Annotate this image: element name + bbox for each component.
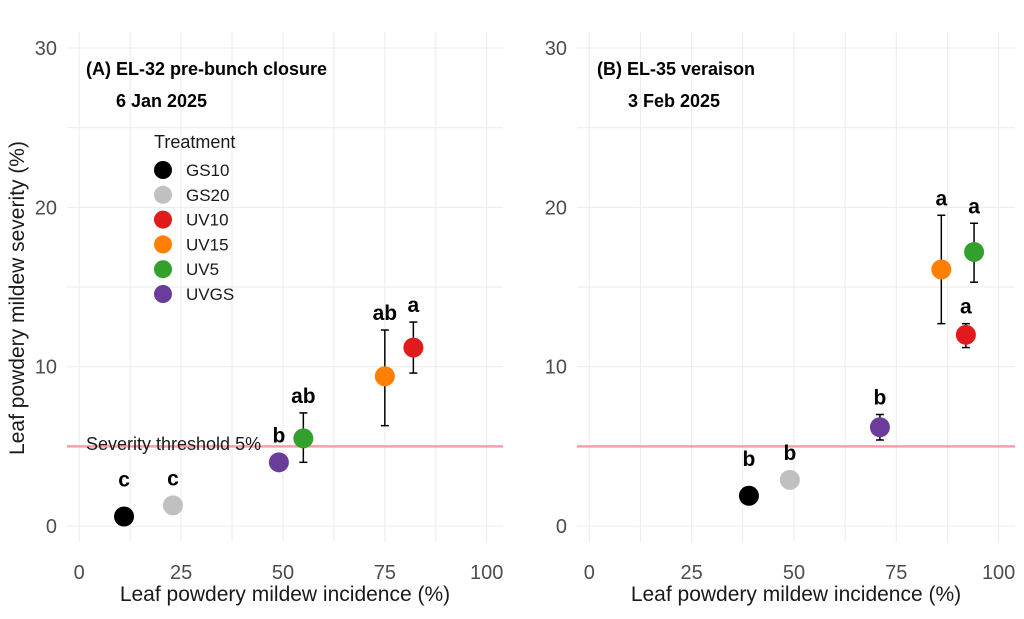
legend-marker-uvgs xyxy=(154,285,172,303)
legend-marker-gs20 xyxy=(154,185,172,204)
panel-b-uv15-significance-label: a xyxy=(935,187,947,210)
panel-b-uvgs-point xyxy=(869,417,890,438)
panel-b-uv5-significance-label: a xyxy=(968,195,980,218)
panel-a-gs10-significance-label: c xyxy=(118,469,130,492)
panel-a-x-tick-label: 25 xyxy=(170,562,192,584)
panel-a-x-tick-label: 50 xyxy=(272,562,294,584)
panel-a-uvgs-significance-label: b xyxy=(272,424,285,447)
panel-b-uv5-point xyxy=(964,241,985,262)
legend-marker-gs10 xyxy=(154,161,172,179)
panel-a-uv10-point xyxy=(403,337,424,358)
titles-layer: (A) EL-32 pre-bunch closure 6 Jan 2025 (B)… xyxy=(86,59,755,111)
legend-label-uv10: UV10 xyxy=(186,211,229,230)
panel-b-y-tick-label: 20 xyxy=(545,197,567,219)
panel-b-x-tick-label: 0 xyxy=(584,562,595,584)
panel-b-y-tick-label: 30 xyxy=(545,38,567,60)
panel-a-uv5-point xyxy=(293,428,314,449)
panel-b-uv10-point xyxy=(955,324,976,345)
grid-layer xyxy=(67,32,1015,542)
legend-marker-uv15 xyxy=(154,235,172,254)
panel-a-uv15-significance-label: ab xyxy=(373,302,398,325)
legend-label-gs10: GS10 xyxy=(186,161,229,180)
panel-b-uv10-significance-label: a xyxy=(960,296,972,319)
panel-a-x-axis-title: Leaf powdery mildew incidence (%) xyxy=(120,583,450,606)
panel-b-gs20-significance-label: b xyxy=(783,442,796,465)
panel-b-gs10-point xyxy=(738,485,759,506)
panel-a-uv15-point xyxy=(374,366,395,387)
legend-title: Treatment xyxy=(154,132,235,152)
panel-a-gs20-significance-label: c xyxy=(167,467,179,490)
threshold-layer: Severity threshold 5% xyxy=(67,434,1015,454)
panel-b-x-tick-label: 50 xyxy=(783,562,805,584)
panel-b-uvgs-significance-label: b xyxy=(874,387,887,410)
panel-b-title: (B) EL-35 veraison xyxy=(597,59,755,79)
legend-marker-uv5 xyxy=(154,260,172,279)
panel-a-x-tick-label: 75 xyxy=(374,562,396,584)
legend-marker-uv10 xyxy=(154,210,172,229)
panel-b-x-tick-label: 75 xyxy=(885,562,907,584)
panel-a-y-tick-label: 30 xyxy=(35,38,57,60)
panel-b-x-tick-label: 25 xyxy=(680,562,702,584)
panel-a-gs20-point xyxy=(162,495,183,516)
panel-a-x-tick-label: 0 xyxy=(74,562,85,584)
panel-b-uv15-point xyxy=(931,259,952,280)
panel-a-x-tick-label: 100 xyxy=(470,562,503,584)
panel-a-gs10-point xyxy=(114,506,135,527)
panel-a-uv10-significance-label: a xyxy=(408,294,420,317)
panel-b-y-tick-label: 0 xyxy=(556,516,567,538)
panel-a-date: 6 Jan 2025 xyxy=(116,91,207,111)
threshold-label: Severity threshold 5% xyxy=(86,434,261,454)
panel-a-uv5-significance-label: ab xyxy=(291,385,316,408)
legend-layer: Treatment GS10 GS20 UV10 UV15 UV5 UVGS xyxy=(154,132,235,304)
panel-a-title: (A) EL-32 pre-bunch closure xyxy=(86,59,327,79)
panel-a-y-tick-label: 10 xyxy=(35,357,57,379)
y-axis-title: Leaf powdery mildew severity (%) xyxy=(6,141,29,455)
legend-label-uv5: UV5 xyxy=(186,260,219,279)
legend-label-uvgs: UVGS xyxy=(186,285,234,304)
panel-b-date: 3 Feb 2025 xyxy=(628,91,720,111)
panel-b-x-axis-title: Leaf powdery mildew incidence (%) xyxy=(631,583,961,606)
panel-b-gs20-point xyxy=(779,469,800,490)
panel-b-gs10-significance-label: b xyxy=(743,448,756,471)
panel-a-y-tick-label: 20 xyxy=(35,197,57,219)
panel-a-y-tick-label: 0 xyxy=(46,516,57,538)
legend-label-uv15: UV15 xyxy=(186,235,229,254)
panel-b-y-tick-label: 10 xyxy=(545,357,567,379)
panel-a-uvgs-point xyxy=(268,452,289,473)
panel-b-x-tick-label: 100 xyxy=(982,562,1015,584)
legend-label-gs20: GS20 xyxy=(186,186,229,205)
